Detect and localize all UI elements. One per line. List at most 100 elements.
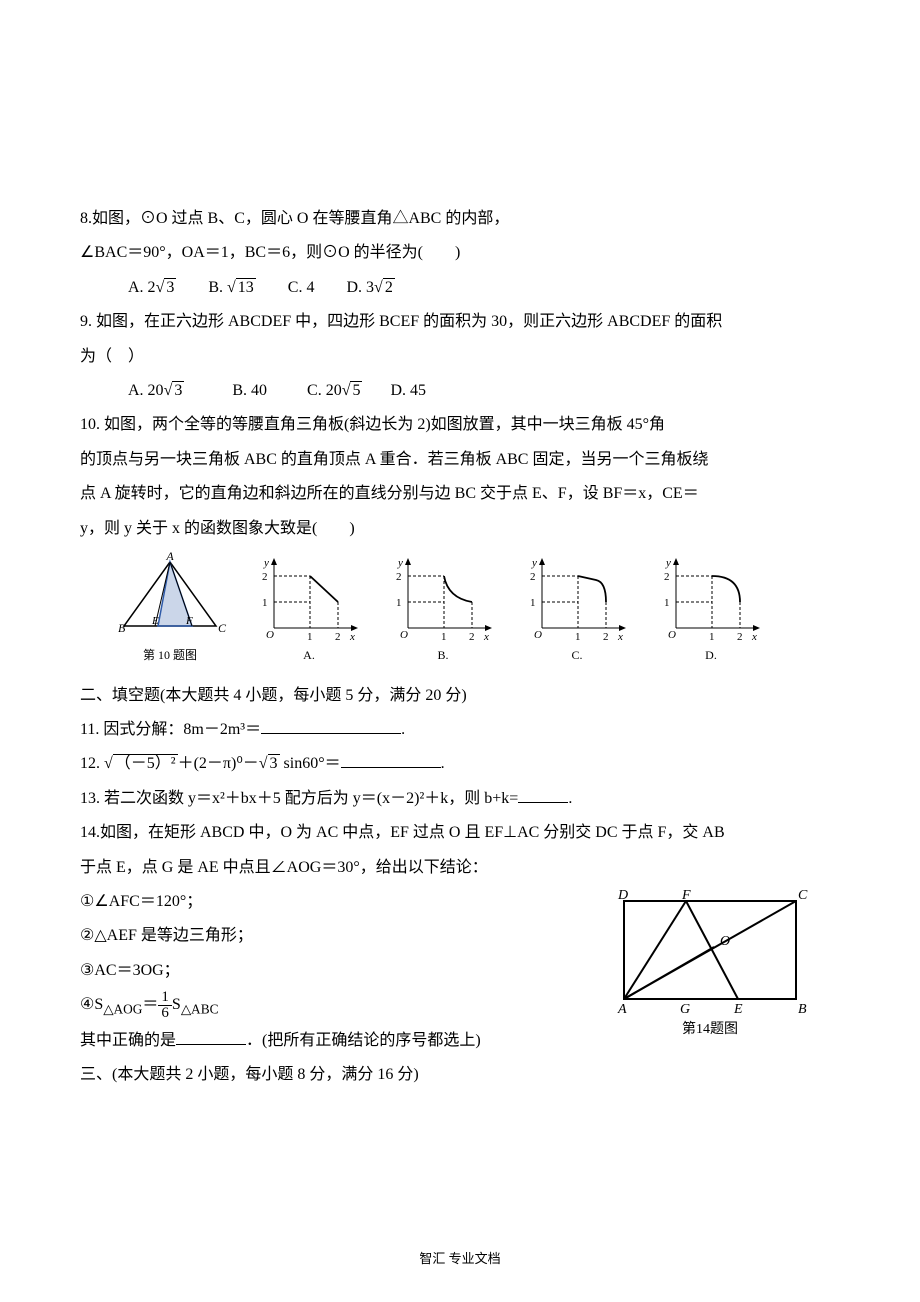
q14-caption: 第14题图 [610, 1017, 810, 1044]
svg-text:1: 1 [307, 631, 313, 642]
svg-text:F: F [185, 615, 193, 627]
q10-graph-c: 2 1 O 1 2 x y C. [522, 552, 632, 667]
q14-s4-sub2: △ABC [181, 1002, 219, 1017]
q9-line1: 9. 如图，在正六边形 ABCDEF 中，四边形 BCEF 的面积为 30，则正… [80, 307, 840, 337]
q14-frac: 16 [158, 990, 172, 1021]
q13-pre: 13. 若二次函数 y＝x²＋bx＋5 配方后为 y＝(x－2)²＋k，则 b+… [80, 790, 518, 807]
q9-c-pre: C. 20 [307, 382, 342, 399]
svg-text:O: O [534, 629, 542, 641]
q12-blank [341, 751, 441, 768]
q14-s4-sub1: △AOG [103, 1002, 142, 1017]
q12-mid2: sin60°＝ [280, 755, 341, 772]
svg-text:A: A [617, 1002, 627, 1017]
q10-graph-b-svg: 2 1 O 1 2 x y [388, 552, 498, 642]
q12-rad2: 3 [268, 754, 280, 772]
q10-line1: 10. 如图，两个全等的等腰直角三角板(斜边长为 2)如图放置，其中一块三角板 … [80, 410, 840, 440]
svg-text:1: 1 [262, 597, 268, 609]
q11-post: . [401, 721, 405, 738]
svg-text:G: G [680, 1002, 690, 1017]
q9-a-rad: 3 [172, 381, 184, 399]
q8-a-rad: 3 [164, 278, 176, 296]
svg-text:2: 2 [737, 631, 743, 642]
q10-line2: 的顶点与另一块三角板 ABC 的直角顶点 A 重合．若三角板 ABC 固定，当另… [80, 445, 840, 475]
svg-text:1: 1 [575, 631, 581, 642]
q14-line1: 14.如图，在矩形 ABCD 中，O 为 AC 中点，EF 过点 O 且 EF⊥… [80, 818, 840, 848]
q10-cap-c: C. [522, 644, 632, 667]
q10-graph-a-svg: 2 1 O 1 2 x y [254, 552, 364, 642]
q12: 12. √（－5）²＋(2－π)⁰－√3 sin60°＝. [80, 749, 840, 779]
svg-text:C: C [798, 888, 808, 903]
svg-text:A: A [165, 552, 174, 563]
q13-blank [518, 786, 568, 803]
q10-line4: y，则 y 关于 x 的函数图象大致是( ) [80, 514, 840, 544]
q10-triangle-cell: A B C E F 第 10 题图 [110, 552, 230, 667]
q12-mid1: ＋(2－π)⁰－ [178, 755, 259, 772]
q13: 13. 若二次函数 y＝x²＋bx＋5 配方后为 y＝(x－2)²＋k，则 b+… [80, 784, 840, 814]
q9-opt-b: B. 40 [232, 382, 267, 399]
q14-frac-den: 6 [158, 1005, 172, 1021]
svg-text:1: 1 [441, 631, 447, 642]
svg-text:x: x [483, 631, 489, 642]
svg-text:O: O [400, 629, 408, 641]
q9-opt-c: C. 20√5 [307, 382, 366, 399]
section3-title: 三、(本大题共 2 小题，每小题 8 分，满分 16 分) [80, 1060, 840, 1090]
q11: 11. 因式分解：8m－2m³＝. [80, 715, 840, 745]
q10-graphs: A B C E F 第 10 题图 2 1 O [110, 552, 840, 667]
q14-concl-post: ．(把所有正确结论的序号都选上) [246, 1032, 481, 1049]
q14-concl-pre: 其中正确的是 [80, 1032, 176, 1049]
svg-text:2: 2 [469, 631, 475, 642]
q9-options: A. 20√3 B. 40 C. 20√5 D. 45 [80, 376, 840, 406]
q8-b-pre: B. [208, 279, 227, 296]
svg-text:x: x [751, 631, 757, 642]
q8-line2: ∠BAC＝90°，OA＝1，BC＝6，则⊙O 的半径为( ) [80, 238, 840, 268]
page: 8.如图，⊙O 过点 B、C，圆心 O 在等腰直角△ABC 的内部， ∠BAC＝… [0, 0, 920, 1302]
q9-a-pre: A. 20 [128, 382, 164, 399]
q12-rad1: （－5）² [113, 754, 178, 772]
q9-opt-d: D. 45 [390, 382, 426, 399]
q8-line1: 8.如图，⊙O 过点 B、C，圆心 O 在等腰直角△ABC 的内部， [80, 204, 840, 234]
svg-text:O: O [720, 934, 730, 949]
q9-opt-a: A. 20√3 [128, 382, 188, 399]
svg-text:y: y [665, 557, 671, 569]
q14-statements: ①∠AFC＝120°； ②△AEF 是等边三角形； ③AC＝3OG； ④S△AO… [80, 887, 840, 1022]
svg-text:1: 1 [530, 597, 536, 609]
q14-figure: D F C A G E B O 第14题图 [610, 887, 810, 1044]
q10-cap-d: D. [656, 644, 766, 667]
q9-line2: 为（ ） [80, 342, 840, 372]
svg-text:x: x [617, 631, 623, 642]
q8-options: A. 2√3 B. √13 C. 4 D. 3√2 [80, 273, 840, 303]
q8-d-rad: 2 [383, 278, 395, 296]
q14-frac-num: 1 [158, 990, 172, 1005]
q11-blank [261, 717, 401, 734]
svg-text:B: B [798, 1002, 807, 1017]
q8-opt-b: B. √13 [208, 279, 259, 296]
q12-pre: 12. [80, 755, 104, 772]
q10-graph-c-svg: 2 1 O 1 2 x y [522, 552, 632, 642]
svg-text:y: y [397, 557, 403, 569]
svg-text:x: x [349, 631, 355, 642]
q14-s4-mid: ＝ [142, 996, 158, 1013]
q10-graph-d-svg: 2 1 O 1 2 x y [656, 552, 766, 642]
q11-pre: 11. 因式分解：8m－2m³＝ [80, 721, 261, 738]
q12-post: . [441, 755, 445, 772]
svg-text:2: 2 [530, 571, 536, 583]
q8-a-pre: A. 2 [128, 279, 156, 296]
svg-text:1: 1 [709, 631, 715, 642]
svg-text:2: 2 [262, 571, 268, 583]
section2-title: 二、填空题(本大题共 4 小题，每小题 5 分，满分 20 分) [80, 681, 840, 711]
q10-graph-b: 2 1 O 1 2 x y B. [388, 552, 498, 667]
q8-opt-d: D. 3√2 [346, 279, 394, 296]
q8-b-rad: 13 [236, 278, 256, 296]
q13-post: . [568, 790, 572, 807]
svg-text:O: O [266, 629, 274, 641]
svg-text:O: O [668, 629, 676, 641]
svg-text:D: D [617, 888, 628, 903]
svg-text:1: 1 [664, 597, 670, 609]
footer: 智汇 专业文档 [0, 1247, 920, 1272]
q8-opt-c: C. 4 [288, 279, 315, 296]
svg-text:C: C [218, 621, 227, 635]
svg-text:E: E [151, 615, 159, 627]
svg-text:y: y [531, 557, 537, 569]
svg-text:2: 2 [396, 571, 402, 583]
svg-text:y: y [263, 557, 269, 569]
